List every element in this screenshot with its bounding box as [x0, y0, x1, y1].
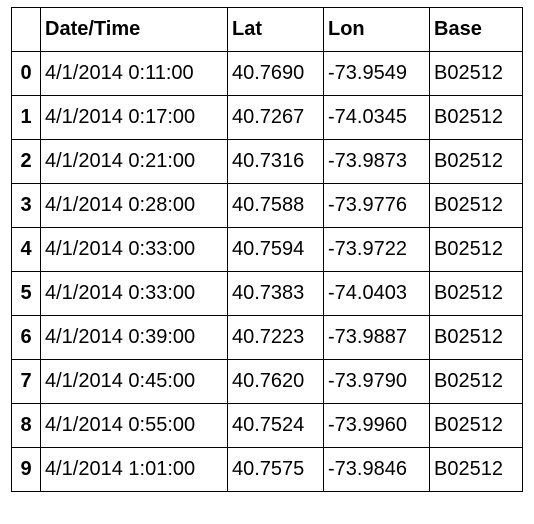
cell-base: B02512 [429, 227, 523, 272]
data-table: Date/Time Lat Lon Base 0 4/1/2014 0:11:0… [11, 7, 523, 492]
cell-lon: -73.9960 [323, 403, 430, 448]
table-header: Date/Time Lat Lon Base [11, 7, 523, 52]
cell-datetime: 4/1/2014 0:45:00 [40, 359, 228, 404]
cell-datetime: 4/1/2014 0:39:00 [40, 315, 228, 360]
table-row: 9 4/1/2014 1:01:00 40.7575 -73.9846 B025… [11, 447, 523, 492]
cell-datetime: 4/1/2014 0:21:00 [40, 139, 228, 184]
row-index: 1 [11, 95, 41, 140]
cell-base: B02512 [429, 403, 523, 448]
cell-base: B02512 [429, 183, 523, 228]
cell-base: B02512 [429, 359, 523, 404]
table-row: 5 4/1/2014 0:33:00 40.7383 -74.0403 B025… [11, 271, 523, 316]
cell-base: B02512 [429, 95, 523, 140]
table-row: 2 4/1/2014 0:21:00 40.7316 -73.9873 B025… [11, 139, 523, 184]
row-index: 3 [11, 183, 41, 228]
cell-lat: 40.7223 [227, 315, 324, 360]
column-header-lon: Lon [323, 7, 430, 52]
cell-base: B02512 [429, 51, 523, 96]
cell-lat: 40.7588 [227, 183, 324, 228]
cell-datetime: 4/1/2014 0:17:00 [40, 95, 228, 140]
row-index: 0 [11, 51, 41, 96]
cell-lat: 40.7383 [227, 271, 324, 316]
cell-base: B02512 [429, 271, 523, 316]
cell-datetime: 4/1/2014 0:11:00 [40, 51, 228, 96]
column-header-lat: Lat [227, 7, 324, 52]
cell-lon: -73.9846 [323, 447, 430, 492]
cell-lon: -73.9887 [323, 315, 430, 360]
cell-datetime: 4/1/2014 0:28:00 [40, 183, 228, 228]
table-row: 3 4/1/2014 0:28:00 40.7588 -73.9776 B025… [11, 183, 523, 228]
header-row: Date/Time Lat Lon Base [11, 7, 523, 52]
cell-base: B02512 [429, 315, 523, 360]
table-body: 0 4/1/2014 0:11:00 40.7690 -73.9549 B025… [11, 51, 523, 492]
cell-lat: 40.7524 [227, 403, 324, 448]
cell-datetime: 4/1/2014 0:33:00 [40, 271, 228, 316]
cell-lat: 40.7620 [227, 359, 324, 404]
table-row: 7 4/1/2014 0:45:00 40.7620 -73.9790 B025… [11, 359, 523, 404]
cell-lon: -74.0345 [323, 95, 430, 140]
row-index: 2 [11, 139, 41, 184]
cell-lat: 40.7594 [227, 227, 324, 272]
column-header-base: Base [429, 7, 523, 52]
cell-lat: 40.7267 [227, 95, 324, 140]
column-header-datetime: Date/Time [40, 7, 228, 52]
row-index: 7 [11, 359, 41, 404]
table-row: 1 4/1/2014 0:17:00 40.7267 -74.0345 B025… [11, 95, 523, 140]
cell-lon: -73.9790 [323, 359, 430, 404]
cell-lon: -73.9873 [323, 139, 430, 184]
table-row: 8 4/1/2014 0:55:00 40.7524 -73.9960 B025… [11, 403, 523, 448]
cell-datetime: 4/1/2014 0:33:00 [40, 227, 228, 272]
cell-lat: 40.7316 [227, 139, 324, 184]
index-header [11, 7, 41, 52]
cell-lon: -73.9549 [323, 51, 430, 96]
cell-datetime: 4/1/2014 0:55:00 [40, 403, 228, 448]
row-index: 4 [11, 227, 41, 272]
table-row: 4 4/1/2014 0:33:00 40.7594 -73.9722 B025… [11, 227, 523, 272]
cell-datetime: 4/1/2014 1:01:00 [40, 447, 228, 492]
row-index: 9 [11, 447, 41, 492]
cell-lon: -74.0403 [323, 271, 430, 316]
cell-lat: 40.7575 [227, 447, 324, 492]
table-row: 0 4/1/2014 0:11:00 40.7690 -73.9549 B025… [11, 51, 523, 96]
cell-base: B02512 [429, 447, 523, 492]
row-index: 8 [11, 403, 41, 448]
table-row: 6 4/1/2014 0:39:00 40.7223 -73.9887 B025… [11, 315, 523, 360]
cell-lon: -73.9722 [323, 227, 430, 272]
cell-lon: -73.9776 [323, 183, 430, 228]
row-index: 5 [11, 271, 41, 316]
cell-base: B02512 [429, 139, 523, 184]
row-index: 6 [11, 315, 41, 360]
cell-lat: 40.7690 [227, 51, 324, 96]
